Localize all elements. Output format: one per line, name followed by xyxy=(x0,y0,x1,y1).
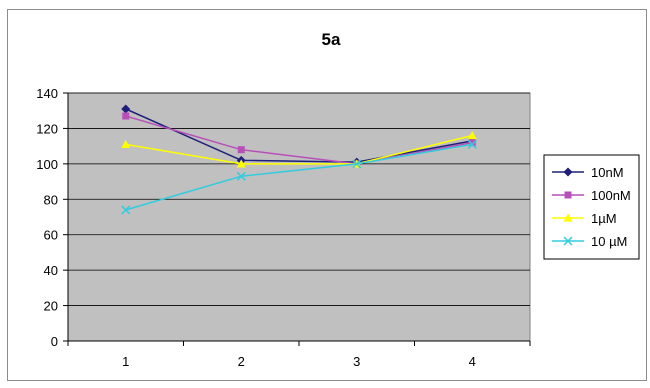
legend-marker xyxy=(563,213,573,222)
data-point xyxy=(122,112,130,120)
legend-item: 1µM xyxy=(552,211,617,226)
data-point xyxy=(121,139,131,148)
y-tick-label: 140 xyxy=(36,86,58,101)
data-point xyxy=(352,159,362,169)
data-point xyxy=(236,171,246,181)
legend-item: 10nM xyxy=(552,165,624,180)
series-line xyxy=(125,115,473,165)
data-point xyxy=(467,131,477,140)
data-point xyxy=(467,139,477,149)
y-tick-label: 100 xyxy=(36,157,58,172)
legend-item: 10 µM xyxy=(552,234,627,249)
legend-label: 1µM xyxy=(591,211,617,226)
y-tick-label: 60 xyxy=(44,228,58,243)
legend-label: 10 µM xyxy=(591,234,627,249)
y-tick-label: 40 xyxy=(44,263,58,278)
data-point xyxy=(468,139,476,147)
legend-label: 100nM xyxy=(591,188,631,203)
legend-item: 100nM xyxy=(552,188,631,203)
data-point xyxy=(237,146,245,154)
x-tick-label: 3 xyxy=(353,354,360,369)
chart-title: 5a xyxy=(322,30,341,49)
data-point xyxy=(236,159,246,168)
legend-marker xyxy=(564,191,572,199)
series-line xyxy=(125,108,473,163)
data-point xyxy=(121,205,131,215)
plot-area xyxy=(67,92,531,342)
y-tick-label: 120 xyxy=(36,121,58,136)
data-point xyxy=(121,104,131,114)
x-tick-label: 4 xyxy=(469,354,476,369)
series-line xyxy=(125,143,473,211)
y-tick-label: 0 xyxy=(51,334,58,349)
y-tick-label: 20 xyxy=(44,299,58,314)
legend-marker xyxy=(563,236,573,246)
legend-marker xyxy=(563,167,573,177)
series-line xyxy=(125,134,473,165)
legend-label: 10nM xyxy=(591,165,624,180)
series-3 xyxy=(121,139,477,215)
x-tick-label: 1 xyxy=(122,354,129,369)
x-tick-label: 2 xyxy=(238,354,245,369)
y-tick-label: 80 xyxy=(44,192,58,207)
